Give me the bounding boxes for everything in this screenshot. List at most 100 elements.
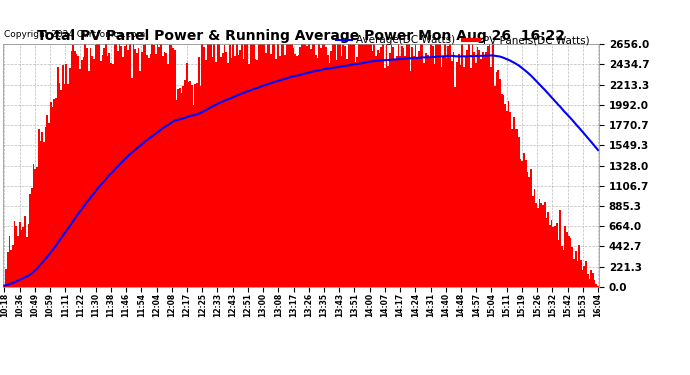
Bar bbox=[139, 71, 141, 287]
Bar bbox=[328, 63, 331, 287]
Bar bbox=[592, 273, 594, 287]
Bar bbox=[135, 49, 136, 287]
Bar bbox=[382, 40, 384, 287]
Bar bbox=[315, 56, 317, 287]
Bar bbox=[84, 40, 86, 287]
Bar bbox=[282, 40, 284, 287]
Bar bbox=[86, 48, 88, 287]
Bar bbox=[114, 42, 115, 287]
Bar bbox=[239, 50, 241, 287]
Text: Copyright 2024 Curtronics.com: Copyright 2024 Curtronics.com bbox=[4, 30, 146, 39]
Bar bbox=[577, 261, 578, 287]
Bar bbox=[39, 141, 41, 287]
Bar bbox=[250, 44, 251, 287]
Bar bbox=[558, 240, 560, 287]
Bar bbox=[366, 40, 368, 287]
Bar bbox=[332, 40, 334, 287]
Bar bbox=[518, 137, 520, 287]
Bar bbox=[62, 65, 63, 287]
Bar bbox=[566, 232, 568, 287]
Bar bbox=[24, 216, 26, 287]
Bar bbox=[341, 56, 342, 287]
Bar bbox=[420, 44, 422, 287]
Bar bbox=[324, 41, 325, 287]
Bar bbox=[375, 56, 377, 287]
Bar bbox=[591, 270, 592, 287]
Bar bbox=[76, 54, 77, 287]
Bar bbox=[158, 47, 160, 287]
Bar bbox=[327, 56, 328, 287]
Bar bbox=[45, 127, 46, 287]
Bar bbox=[43, 142, 45, 287]
Bar bbox=[454, 87, 456, 287]
Bar bbox=[31, 188, 32, 287]
Bar bbox=[196, 83, 198, 287]
Bar bbox=[152, 40, 153, 287]
Bar bbox=[299, 46, 301, 287]
Bar bbox=[191, 85, 193, 287]
Bar bbox=[349, 40, 351, 287]
Bar bbox=[97, 40, 98, 287]
Bar bbox=[79, 69, 81, 287]
Bar bbox=[284, 55, 286, 287]
Bar bbox=[442, 56, 444, 287]
Bar bbox=[146, 55, 148, 287]
Bar bbox=[293, 48, 295, 287]
Bar bbox=[373, 40, 375, 287]
Bar bbox=[108, 53, 110, 287]
Bar bbox=[560, 210, 561, 287]
Bar bbox=[298, 55, 299, 287]
Bar bbox=[578, 245, 580, 287]
Bar bbox=[189, 81, 191, 287]
Bar bbox=[363, 40, 365, 287]
Bar bbox=[431, 40, 432, 287]
Bar bbox=[377, 50, 379, 287]
Bar bbox=[310, 49, 311, 287]
Bar bbox=[22, 227, 24, 287]
Bar bbox=[537, 209, 539, 287]
Bar bbox=[485, 51, 487, 287]
Bar bbox=[251, 43, 253, 287]
Bar bbox=[384, 68, 386, 287]
Bar bbox=[394, 60, 396, 287]
Bar bbox=[244, 44, 246, 287]
Bar bbox=[598, 286, 599, 287]
Bar bbox=[46, 115, 48, 287]
Bar bbox=[215, 62, 217, 287]
Bar bbox=[303, 43, 304, 287]
Bar bbox=[41, 132, 43, 287]
Bar bbox=[15, 226, 17, 287]
Bar bbox=[540, 203, 542, 287]
Bar bbox=[564, 226, 566, 287]
Bar bbox=[270, 54, 272, 287]
Bar bbox=[237, 55, 239, 287]
Bar bbox=[575, 251, 577, 287]
Bar bbox=[453, 52, 454, 287]
Bar bbox=[482, 52, 484, 287]
Bar bbox=[63, 84, 66, 287]
Bar bbox=[397, 41, 400, 287]
Bar bbox=[170, 45, 172, 287]
Bar bbox=[580, 260, 582, 287]
Bar bbox=[529, 177, 530, 287]
Bar bbox=[220, 57, 222, 287]
Bar bbox=[422, 40, 424, 287]
Bar bbox=[193, 105, 195, 287]
Bar bbox=[523, 153, 525, 287]
Bar bbox=[286, 40, 288, 287]
Bar bbox=[72, 45, 74, 287]
Bar bbox=[112, 64, 114, 287]
Bar bbox=[331, 51, 332, 287]
Bar bbox=[230, 58, 233, 287]
Bar bbox=[29, 194, 31, 287]
Bar bbox=[585, 261, 587, 287]
Bar bbox=[32, 164, 34, 287]
Bar bbox=[582, 270, 584, 287]
Bar bbox=[468, 40, 470, 287]
Bar bbox=[150, 54, 152, 287]
Bar bbox=[115, 40, 117, 287]
Bar bbox=[121, 46, 122, 287]
Bar bbox=[522, 161, 523, 287]
Bar bbox=[351, 40, 353, 287]
Bar bbox=[229, 45, 230, 287]
